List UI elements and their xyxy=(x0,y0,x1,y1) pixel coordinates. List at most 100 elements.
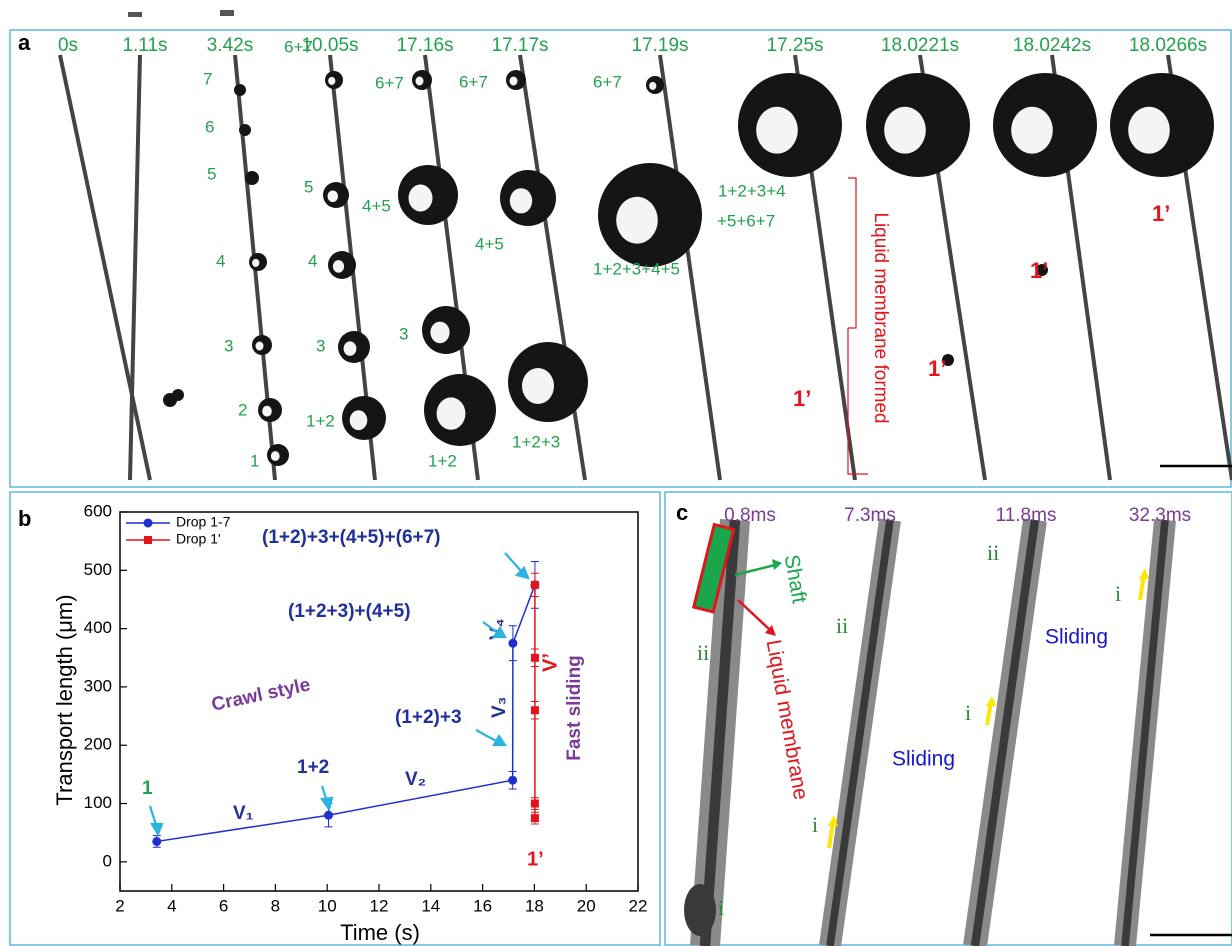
time-label: 17.19s xyxy=(631,35,688,56)
time-label: 0.8ms xyxy=(724,505,776,526)
point xyxy=(508,776,517,785)
x-tick-label: 20 xyxy=(577,896,596,915)
point xyxy=(152,837,161,846)
legend-label: Drop 1-7 xyxy=(176,514,231,530)
annotation: Liquid membrane formed xyxy=(870,212,891,423)
point xyxy=(531,800,539,808)
annotation: 1’ xyxy=(1030,258,1048,283)
x-tick-label: 18 xyxy=(525,896,544,915)
annotation: 4+5 xyxy=(362,196,391,215)
label: ii xyxy=(836,613,848,638)
annotation: +5+6+7 xyxy=(717,211,775,230)
annotation: 1’ xyxy=(1152,201,1170,226)
highlight xyxy=(262,406,272,417)
highlight xyxy=(271,451,280,461)
decoration xyxy=(220,10,234,16)
y-tick-label: 300 xyxy=(84,676,112,695)
label: i xyxy=(718,895,724,920)
point xyxy=(531,706,539,714)
decoration xyxy=(128,12,142,17)
panel-label: a xyxy=(18,30,31,55)
highlight xyxy=(416,77,424,86)
annotation: 3 xyxy=(399,324,408,343)
panel-c: c 0.8ms 7.3ms 11.8ms 32.3ms Shaft Liquid… xyxy=(665,492,1232,946)
time-label: 11.8ms xyxy=(996,505,1057,526)
x-tick-label: 2 xyxy=(115,896,124,915)
time-label: 7.3ms xyxy=(844,505,896,526)
time-label: 32.3ms xyxy=(1129,505,1191,526)
drop xyxy=(234,84,246,96)
time-label: 18.0221s xyxy=(881,35,959,56)
panel-b: b 2468101214161820220100200300400500600D… xyxy=(10,492,660,945)
drop xyxy=(245,171,259,185)
annotation: (1+2)+3 xyxy=(395,707,462,728)
annotation: 1’ xyxy=(928,356,946,381)
x-tick-label: 12 xyxy=(370,896,389,915)
time-label: 0s xyxy=(58,35,78,56)
drop xyxy=(239,124,251,136)
point xyxy=(324,811,333,820)
highlight xyxy=(522,368,554,404)
y-tick-label: 500 xyxy=(84,560,112,579)
figure: a 0s1.11s3.42s10.05s17.16s17.17s17.19s17… xyxy=(0,0,1232,946)
highlight xyxy=(649,82,656,90)
highlight xyxy=(430,322,449,344)
panel-label: b xyxy=(18,506,31,531)
annotation: 2 xyxy=(238,400,247,419)
label: i xyxy=(1115,581,1121,606)
label: Sliding xyxy=(892,748,955,771)
highlight xyxy=(328,77,335,85)
highlight xyxy=(510,188,532,213)
annotation: 1+2 xyxy=(428,451,457,470)
annotation: 6+7 xyxy=(459,72,488,91)
highlight xyxy=(884,107,926,154)
x-tick-label: 16 xyxy=(473,896,492,915)
highlight xyxy=(344,341,357,355)
y-tick-label: 400 xyxy=(84,618,112,637)
highlight xyxy=(252,259,259,267)
annotation: 1+2 xyxy=(306,411,335,430)
point xyxy=(531,654,539,662)
annotation: 1+2+3+4 xyxy=(718,181,786,200)
time-label: 17.16s xyxy=(396,35,453,56)
legend-marker xyxy=(144,519,153,528)
legend-label: Drop 1' xyxy=(176,531,221,547)
time-label: 18.0266s xyxy=(1129,35,1207,56)
annotation: 4 xyxy=(216,251,225,270)
highlight xyxy=(350,410,368,430)
y-tick-label: 0 xyxy=(103,851,112,870)
label: i xyxy=(812,812,818,837)
highlight xyxy=(1011,107,1053,154)
label: ii xyxy=(697,640,709,665)
drop xyxy=(172,389,184,401)
annotation: 1 xyxy=(250,451,259,470)
annotation: 6 xyxy=(205,117,214,136)
highlight xyxy=(437,397,466,429)
x-tick-label: 6 xyxy=(219,896,228,915)
x-tick-label: 4 xyxy=(167,896,176,915)
annotation: V₂ xyxy=(405,769,426,790)
time-label: 18.0242s xyxy=(1013,35,1091,56)
annotation: 1’ xyxy=(793,386,811,411)
x-tick-label: 22 xyxy=(629,896,648,915)
annotation: V₃ xyxy=(489,697,510,718)
annotation: 6+7 xyxy=(593,72,622,91)
annotation: (1+2+3)+(4+5) xyxy=(288,601,411,622)
point xyxy=(508,639,517,648)
point xyxy=(531,581,539,589)
annotation: 6+7 xyxy=(284,37,313,56)
annotation: V₁ xyxy=(233,803,254,824)
highlight xyxy=(333,260,344,273)
highlight xyxy=(616,197,658,244)
annotation: (1+2)+3+(4+5)+(6+7) xyxy=(262,527,441,548)
annotation: 1+2+3 xyxy=(512,432,560,451)
highlight xyxy=(510,77,518,86)
highlight xyxy=(756,107,798,154)
annotation: 3 xyxy=(224,336,233,355)
y-tick-label: 100 xyxy=(84,793,112,812)
annotation: 6+7 xyxy=(375,73,404,92)
x-tick-label: 14 xyxy=(421,896,440,915)
panel-label: c xyxy=(676,500,688,525)
